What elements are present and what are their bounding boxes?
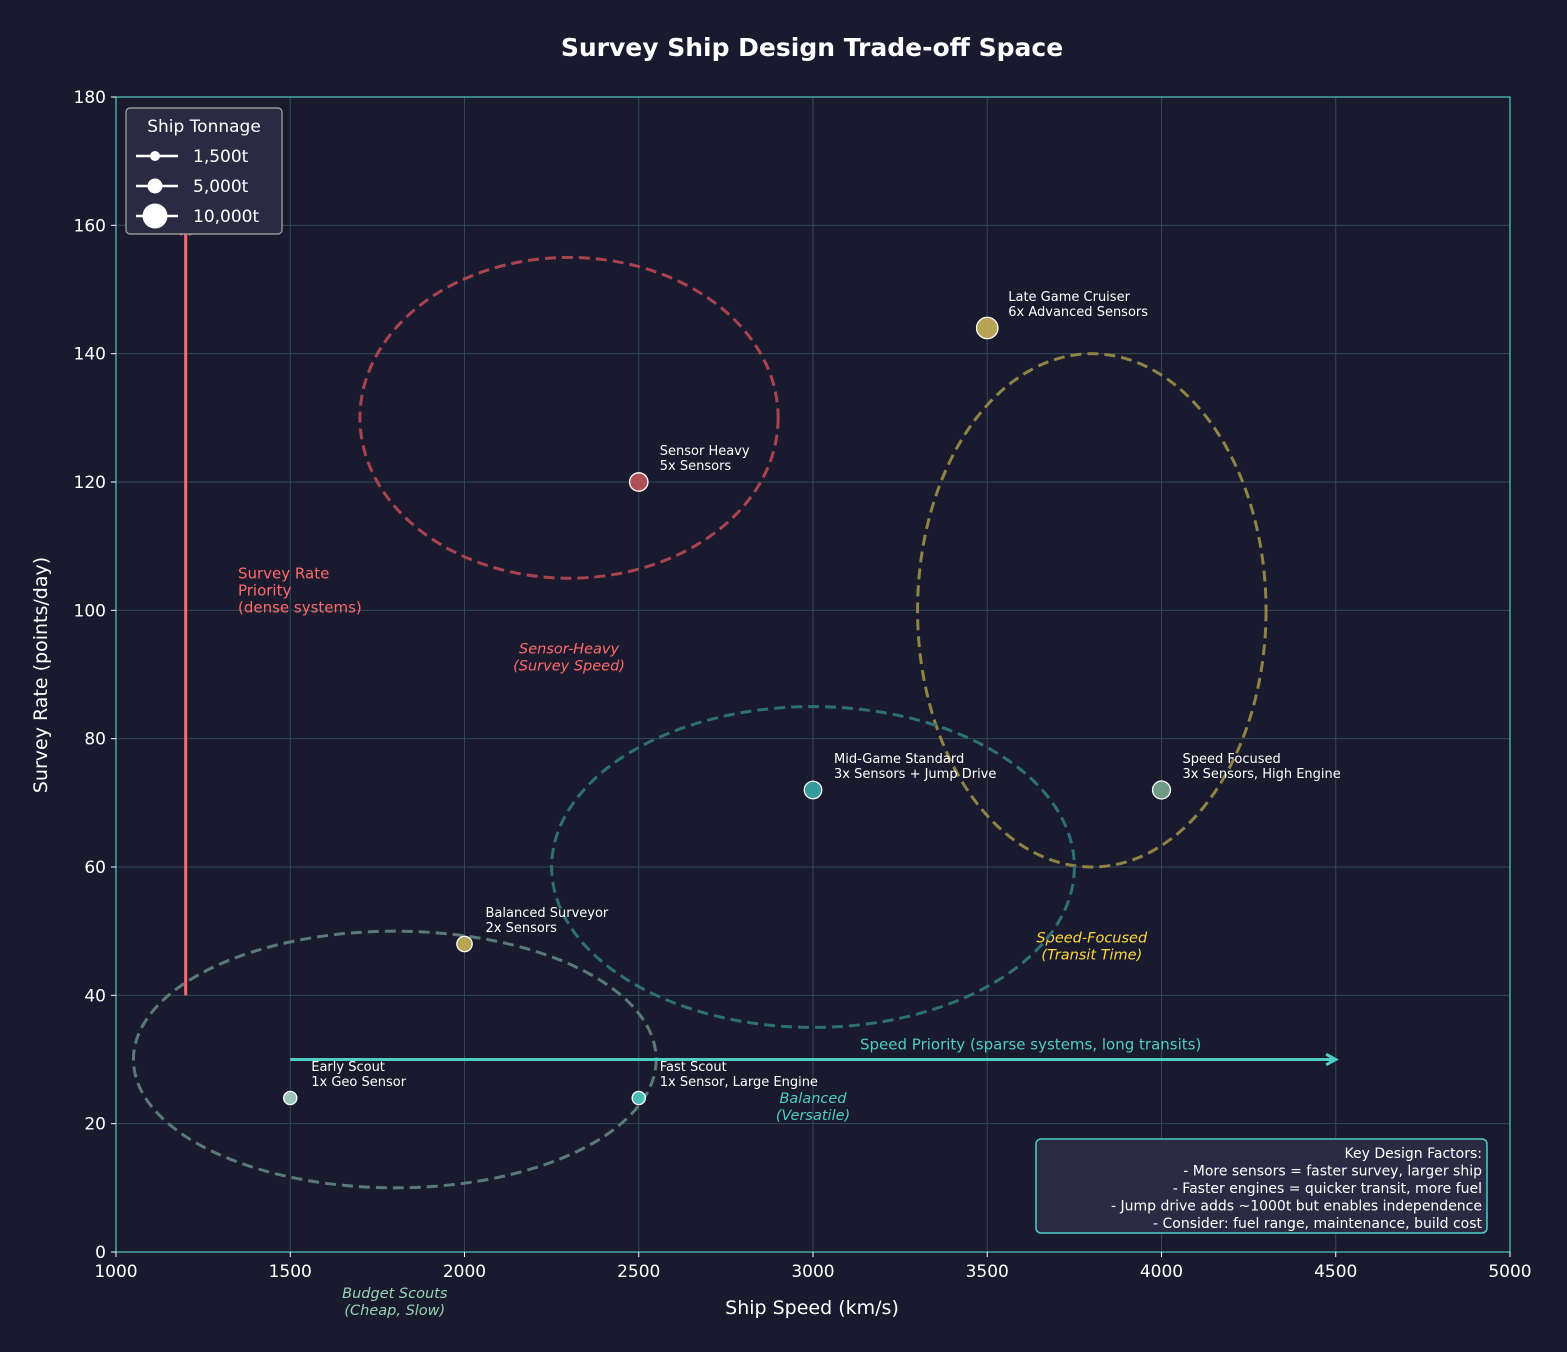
region-ellipse [550,705,1076,1029]
legend-marker [147,178,163,194]
region-label: Sensor-Heavy (Survey Speed) [513,642,625,675]
y-tick-label: 140 [74,345,106,365]
y-tick-label: 100 [74,601,106,621]
legend-title: Ship Tonnage [147,117,261,137]
legend-label: 5,000t [193,177,249,197]
info-line: - More sensors = faster survey, larger s… [1183,1164,1482,1180]
x-tick-label: 2500 [617,1262,660,1282]
data-point [456,935,473,953]
data-point [1151,780,1172,800]
point-label: Balanced Surveyor 2x Sensors [486,906,609,936]
point-label: Speed Focused 3x Sensors, High Engine [1183,752,1341,782]
legend-label: 10,000t [193,207,259,227]
x-axis-label: Ship Speed (km/s) [725,1297,899,1319]
point-label: Sensor Heavy 5x Sensors [660,444,750,474]
region-ellipse [916,352,1268,869]
arrow-label: Survey Rate Priority (dense systems) [238,564,362,616]
x-tick-label: 3500 [966,1262,1009,1282]
y-tick-label: 160 [74,216,106,236]
info-line: - Jump drive adds ~1000t but enables ind… [1111,1199,1482,1215]
x-tick-label: 1500 [269,1262,312,1282]
legend-marker [142,203,168,229]
legend: Ship Tonnage 1,500t 5,000t 10,000t [125,107,283,235]
x-tick-label: 5000 [1488,1262,1531,1282]
point-label: Fast Scout 1x Sensor, Large Engine [660,1060,818,1090]
x-tick-label: 2000 [443,1262,486,1282]
y-tick-label: 180 [74,88,106,108]
info-line: Key Design Factors: [1345,1146,1482,1162]
x-tick-label: 4500 [1314,1262,1357,1282]
legend-label: 1,500t [193,147,249,167]
y-tick-label: 40 [84,986,106,1006]
x-tick-label: 1000 [94,1262,137,1282]
arrow-label: Speed Priority (sparse systems, long tra… [860,1036,1201,1054]
x-tick-label: 3000 [791,1262,834,1282]
y-tick-label: 80 [84,730,106,750]
data-point [628,472,649,492]
y-tick-label: 120 [74,473,106,493]
data-point [282,1090,298,1106]
point-label: Early Scout 1x Geo Sensor [311,1060,406,1090]
info-line: - Consider: fuel range, maintenance, bui… [1153,1216,1482,1232]
data-point [631,1090,647,1106]
info-line: - Faster engines = quicker transit, more… [1173,1181,1482,1197]
region-label: Speed-Focused (Transit Time) [1036,930,1148,963]
y-tick-label: 0 [95,1243,106,1263]
data-point [803,780,823,800]
point-label: Mid-Game Standard 3x Sensors + Jump Drive [834,752,996,782]
data-point [975,316,999,340]
region-ellipse [358,255,780,580]
arrow-head-icon [1325,1052,1339,1067]
info-box: Key Design Factors: - More sensors = fast… [1035,1138,1488,1234]
region-label: Balanced (Versatile) [776,1091,850,1124]
y-tick-label: 60 [84,858,106,878]
chart-title: Survey Ship Design Trade-off Space [561,33,1063,62]
y-axis-label: Survey Rate (points/day) [30,557,52,793]
point-label: Late Game Cruiser 6x Advanced Sensors [1008,290,1148,320]
y-tick-label: 20 [84,1115,106,1135]
x-tick-label: 4000 [1140,1262,1183,1282]
legend-marker [150,151,160,161]
region-label: Budget Scouts (Cheap, Slow) [342,1286,448,1319]
